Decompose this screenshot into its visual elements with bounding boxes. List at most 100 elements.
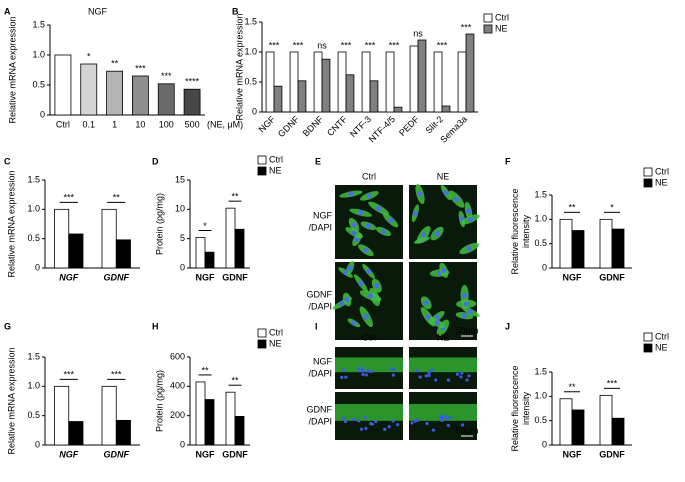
row-label: /DAPI — [308, 301, 332, 311]
nucleus — [465, 208, 472, 214]
nucleus — [467, 308, 474, 315]
bar — [599, 218, 613, 269]
nucleus — [363, 247, 369, 253]
nucleus — [438, 414, 443, 418]
y-tick-label: 10 — [175, 204, 185, 214]
x-tick-label: NGF — [59, 449, 79, 459]
y-tick-label: 1.5 — [32, 19, 45, 29]
bar — [559, 398, 573, 446]
nucleus — [410, 421, 414, 425]
x-tick-label: Slit-2 — [424, 114, 446, 136]
nucleus — [425, 314, 431, 320]
tissue-band — [409, 357, 477, 373]
column-label: Ctrl — [362, 332, 376, 342]
legend-label: NE — [269, 165, 282, 175]
nucleus — [357, 419, 361, 423]
panel-letter: E — [315, 156, 321, 166]
y-axis-label: intensity — [521, 391, 531, 425]
nucleus — [369, 421, 373, 426]
bar — [234, 228, 245, 269]
nucleus — [348, 191, 354, 197]
row-label: NGF — [313, 210, 333, 220]
significance: *** — [293, 40, 304, 50]
legend-label: Ctrl — [655, 166, 669, 176]
nucleus — [357, 369, 361, 373]
nucleus — [415, 369, 419, 373]
tissue-band — [409, 404, 477, 421]
nucleus — [351, 417, 355, 422]
bar — [611, 228, 625, 269]
x-tick-label: NGF — [563, 272, 583, 282]
legend-swatch — [643, 343, 653, 353]
y-tick-label: 0 — [252, 106, 257, 116]
bar — [345, 74, 355, 113]
panel-letter: C — [4, 156, 11, 166]
nucleus — [434, 378, 438, 382]
significance: ** — [231, 192, 239, 202]
significance: * — [203, 221, 207, 231]
nucleus — [359, 427, 364, 431]
x-axis-label: (NE, μM) — [207, 119, 243, 129]
nucleus — [445, 417, 449, 421]
column-label: NE — [437, 171, 450, 181]
bar — [101, 208, 117, 269]
significance: *** — [269, 40, 280, 50]
y-tick-label: 15 — [175, 174, 185, 184]
bar — [297, 80, 307, 113]
significance: * — [87, 51, 91, 61]
x-tick-label: NGF — [59, 272, 79, 282]
y-tick-label: 0 — [542, 262, 547, 272]
panel-letter: G — [4, 321, 11, 331]
significance: ** — [201, 365, 209, 375]
nucleus — [358, 210, 364, 216]
x-tick-label: GDNF — [222, 449, 248, 459]
nucleus — [427, 373, 431, 377]
bar — [265, 51, 275, 113]
y-tick-label: 0.5 — [244, 76, 257, 86]
y-tick-label: 1.5 — [534, 189, 547, 199]
nucleus — [356, 366, 361, 370]
y-tick-label: 0.5 — [534, 238, 547, 248]
significance: *** — [607, 379, 618, 389]
nucleus — [467, 216, 474, 222]
y-tick-label: 1.0 — [534, 391, 547, 401]
y-tick-label: 0 — [35, 262, 40, 272]
x-tick-label: 10 — [135, 119, 145, 129]
nucleus — [369, 369, 373, 374]
y-axis-label: Relative mRNA expression — [234, 13, 244, 120]
bar — [599, 394, 613, 446]
x-tick-label: GDNF — [276, 114, 301, 139]
bar — [313, 51, 323, 113]
panel-letter: J — [505, 321, 510, 331]
significance: *** — [161, 71, 172, 81]
x-tick-label: NGF — [196, 272, 216, 282]
nucleus — [417, 191, 423, 197]
nucleus — [463, 301, 469, 307]
bar — [183, 88, 201, 116]
legend-swatch — [483, 13, 493, 23]
bar — [68, 233, 84, 269]
nucleus — [361, 369, 365, 373]
nucleus — [459, 375, 463, 379]
bar — [441, 105, 451, 113]
bar — [465, 33, 475, 113]
nucleus — [366, 268, 372, 275]
x-tick-label: 0.1 — [82, 119, 95, 129]
y-axis-label: Relative mRNA expression — [6, 347, 16, 454]
y-tick-label: 0 — [180, 262, 185, 272]
significance: ns — [317, 40, 327, 50]
nucleus — [462, 292, 468, 299]
nucleus — [363, 314, 369, 320]
nucleus — [374, 419, 378, 424]
bar — [132, 75, 149, 116]
x-tick-label: GDNF — [599, 272, 625, 282]
nucleus — [454, 196, 460, 202]
nucleus — [465, 378, 469, 382]
bar — [54, 54, 72, 116]
nucleus — [367, 293, 374, 299]
nucleus — [423, 300, 429, 306]
nucleus — [421, 232, 427, 238]
row-label: /DAPI — [308, 416, 332, 426]
significance: *** — [365, 40, 376, 50]
bar — [234, 415, 245, 446]
